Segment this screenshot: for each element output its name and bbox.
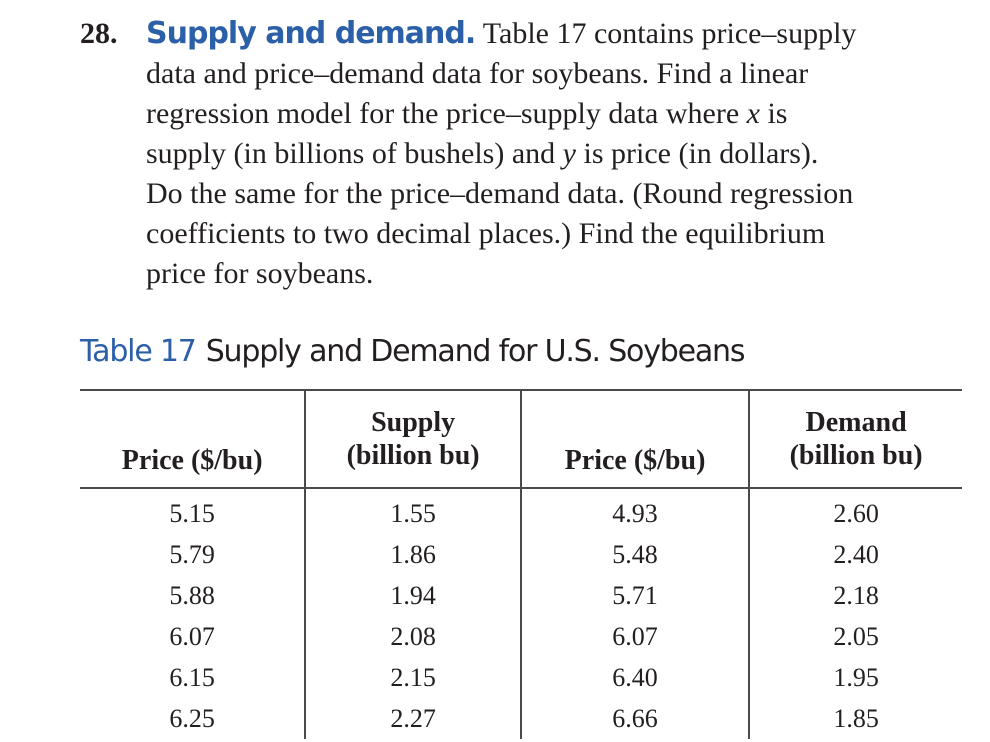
cell-supply: 2.27 bbox=[305, 698, 522, 739]
exercise-line-6: coefficients to two decimal places.) Fin… bbox=[146, 217, 826, 250]
table-caption-title: Supply and Demand for U.S. Soybeans bbox=[205, 334, 746, 369]
cell-supply: 2.08 bbox=[305, 616, 522, 657]
variable-x: x bbox=[746, 97, 760, 130]
exercise-text-segment: is bbox=[759, 97, 788, 130]
cell-price-demand: 6.07 bbox=[520, 616, 751, 657]
cell-price-demand: 5.48 bbox=[520, 534, 751, 575]
table-row: 6.15 2.15 6.40 1.95 bbox=[80, 657, 962, 698]
cell-price-supply: 6.07 bbox=[80, 616, 307, 657]
exercise-text-segment: Table 17 contains price–supply bbox=[482, 17, 857, 50]
exercise-text-segment: regression model for the price–supply da… bbox=[146, 97, 747, 130]
header-supply: Supply (billion bu) bbox=[305, 390, 522, 488]
table-header-row: Price ($/bu) Supply (billion bu) Price (… bbox=[80, 390, 962, 488]
cell-price-demand: 6.66 bbox=[520, 698, 751, 739]
cell-demand: 2.18 bbox=[833, 580, 879, 610]
table-caption: Table 17 Supply and Demand for U.S. Soybe… bbox=[80, 334, 746, 369]
header-demand-line2: (billion bu) bbox=[789, 440, 923, 471]
exercise-text-segment: is price (in dollars). bbox=[575, 137, 819, 170]
cell-demand: 1.85 bbox=[833, 703, 879, 733]
cell-price-demand: 4.93 bbox=[520, 488, 751, 534]
cell-price-supply: 6.25 bbox=[80, 698, 307, 739]
cell-price-demand: 5.71 bbox=[520, 575, 751, 616]
variable-y: y bbox=[562, 137, 576, 170]
exercise-heading: Supply and demand. bbox=[146, 16, 476, 51]
exercise-line-4: supply (in billions of bushels) and y is… bbox=[146, 134, 946, 174]
cell-price-supply: 5.79 bbox=[80, 534, 307, 575]
cell-price-demand: 6.40 bbox=[520, 657, 751, 698]
cell-demand: 2.40 bbox=[833, 539, 879, 569]
table-row: 5.15 1.55 4.93 2.60 bbox=[80, 488, 962, 534]
cell-supply: 1.86 bbox=[305, 534, 522, 575]
exercise-line-1: Supply and demand. Table 17 contains pri… bbox=[146, 14, 946, 54]
exercise-line-5: Do the same for the price–demand data. (… bbox=[146, 177, 854, 210]
cell-price-supply: 5.88 bbox=[80, 575, 307, 616]
cell-supply: 1.94 bbox=[305, 575, 522, 616]
header-supply-line1: Supply bbox=[371, 407, 456, 438]
header-demand: Demand (billion bu) bbox=[749, 390, 962, 488]
table-caption-label: Table 17 bbox=[80, 334, 197, 369]
table-row: 6.07 2.08 6.07 2.05 bbox=[80, 616, 962, 657]
header-price-demand: Price ($/bu) bbox=[520, 390, 751, 488]
cell-demand: 1.95 bbox=[833, 662, 879, 692]
table-row: 6.25 2.27 6.66 1.85 bbox=[80, 698, 962, 739]
cell-supply: 2.15 bbox=[305, 657, 522, 698]
header-demand-line1: Demand bbox=[805, 407, 907, 438]
cell-price-supply: 6.15 bbox=[80, 657, 307, 698]
exercise-text-segment: supply (in billions of bushels) and bbox=[146, 137, 563, 170]
exercise-line-2: data and price–demand data for soybeans.… bbox=[146, 57, 809, 90]
exercise-number: 28. bbox=[80, 17, 118, 50]
cell-demand: 2.05 bbox=[833, 621, 879, 651]
table-row: 5.88 1.94 5.71 2.18 bbox=[80, 575, 962, 616]
header-supply-line2: (billion bu) bbox=[346, 440, 480, 471]
exercise-text: Supply and demand. Table 17 contains pri… bbox=[146, 14, 946, 294]
cell-price-supply: 5.15 bbox=[80, 488, 307, 534]
exercise-line-3: regression model for the price–supply da… bbox=[146, 94, 946, 134]
table-row: 5.79 1.86 5.48 2.40 bbox=[80, 534, 962, 575]
cell-demand: 2.60 bbox=[833, 498, 879, 528]
cell-supply: 1.55 bbox=[305, 488, 522, 534]
supply-demand-table: Price ($/bu) Supply (billion bu) Price (… bbox=[80, 389, 962, 739]
header-price-supply: Price ($/bu) bbox=[80, 390, 307, 488]
exercise-line-7: price for soybeans. bbox=[146, 257, 374, 290]
